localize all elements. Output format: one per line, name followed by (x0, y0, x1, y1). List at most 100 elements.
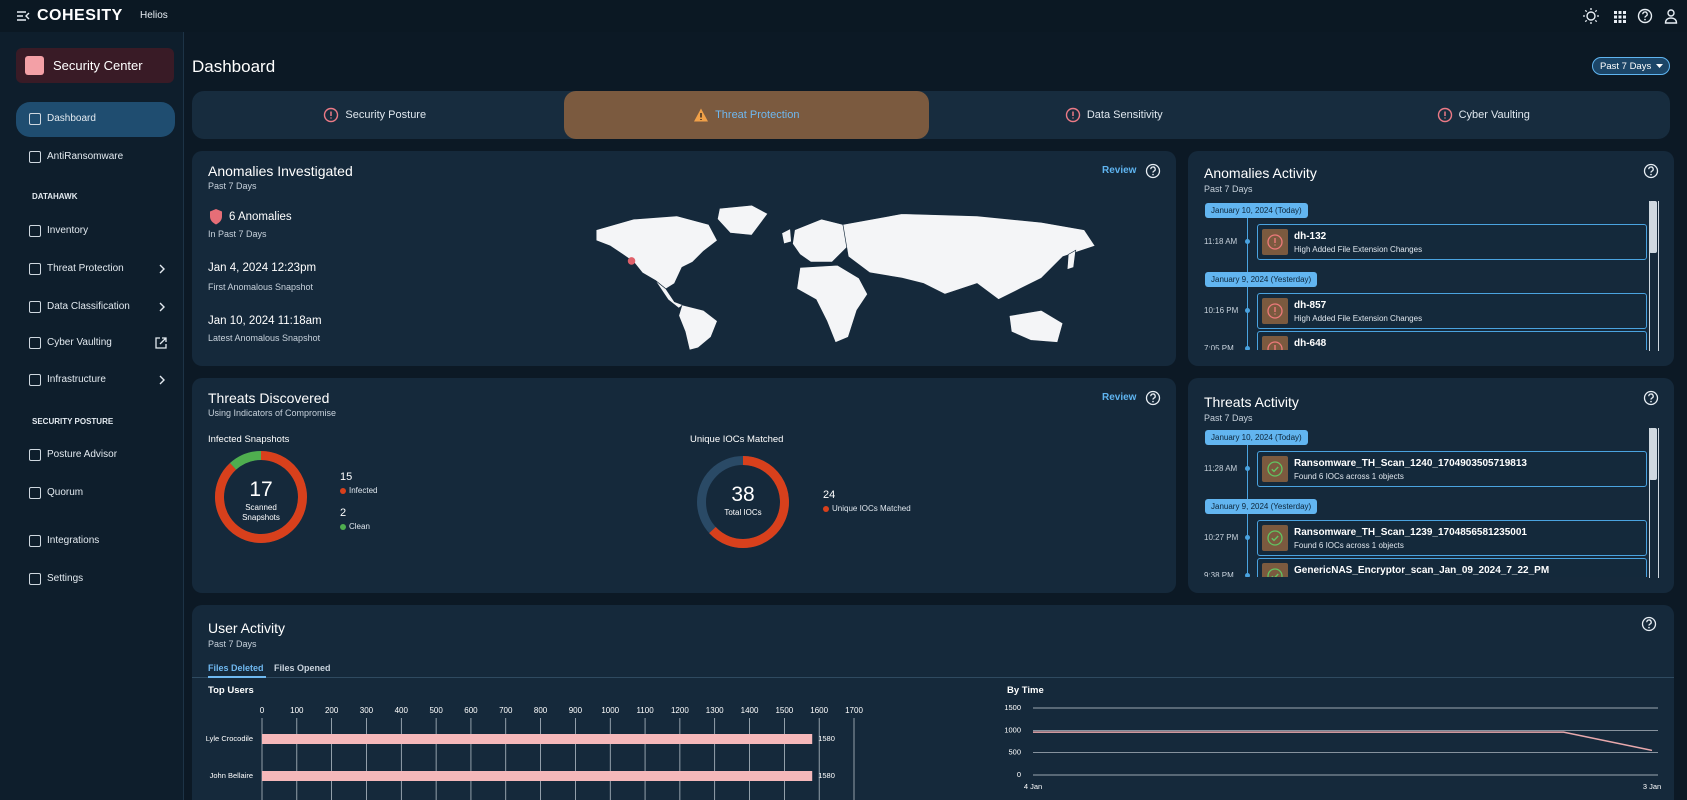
card-title: User Activity (208, 620, 286, 636)
tabs-divider (192, 677, 1674, 678)
help-mark (1648, 166, 1654, 173)
review-link[interactable]: Review (1102, 165, 1137, 176)
event-row: 10:16 PM dh-857 High Added File Extension … (1188, 293, 1650, 329)
nav-icon (29, 225, 41, 237)
donut-center-label: Total IOCs (724, 508, 762, 517)
timeline: January 10, 2024 (Today) 11:18 AM dh-132 Hi… (1188, 203, 1650, 350)
x-tick-label: 1000 (601, 706, 619, 715)
nav-item[interactable]: Dashboard (47, 113, 96, 124)
menu-icon[interactable] (16, 10, 30, 22)
event-time: 10:27 PM (1204, 533, 1239, 542)
nav-item[interactable]: Settings (47, 573, 84, 584)
y-tick-label: 1000 (1004, 725, 1021, 734)
scroll-thumb[interactable] (1649, 201, 1657, 253)
event-card[interactable]: dh-132 High Added File Extension Changes (1257, 224, 1647, 260)
page-title: Dashboard (192, 57, 276, 76)
help-icon[interactable] (1643, 163, 1659, 179)
bar (262, 734, 813, 744)
event-icon-svg (1267, 303, 1283, 319)
check-mark (1271, 573, 1279, 577)
tab-label: Cyber Vaulting (1458, 109, 1530, 121)
app-title: Security Center (53, 58, 143, 73)
scroll-thumb[interactable] (1649, 428, 1657, 480)
help-mark (1150, 166, 1156, 173)
help-icon[interactable] (1641, 616, 1657, 632)
help-icon[interactable] (1643, 390, 1659, 406)
tab-icon (1065, 107, 1081, 123)
event-icon-svg (1267, 234, 1283, 250)
tab-label: Threat Protection (715, 109, 800, 121)
help-icon[interactable] (1145, 163, 1161, 179)
event-icon-svg (1267, 341, 1283, 350)
card-threats-activity: Threats Activity Past 7 Days January 10,… (1188, 378, 1674, 593)
x-tick-label: 700 (499, 706, 513, 715)
legend-value: 15 (340, 471, 353, 483)
event-time: 11:28 AM (1204, 464, 1238, 473)
nav-item[interactable]: AntiRansomware (47, 151, 124, 162)
nav-item[interactable]: Posture Advisor (47, 449, 118, 460)
help-dot (1648, 626, 1650, 629)
range-select[interactable] (1592, 57, 1670, 75)
header-icons[interactable] (1582, 7, 1682, 25)
legend-dot (340, 524, 346, 530)
world-map (595, 204, 1096, 350)
check-ring (1267, 530, 1283, 546)
donut-segment (230, 451, 262, 470)
card-user-activity: User Activity Past 7 Days Files Deleted … (192, 605, 1674, 800)
caret (1656, 64, 1663, 68)
first-snapshot-label: First Anomalous Snapshot (208, 282, 314, 292)
card-anomalies-activity: Anomalies Activity Past 7 Days January 1… (1188, 151, 1674, 366)
nav-item[interactable]: Cyber Vaulting (47, 337, 112, 348)
x-tick-label: 1200 (671, 706, 689, 715)
check-mark (1271, 535, 1279, 542)
check-ring (1267, 568, 1283, 577)
y-tick-label: 0 (1017, 770, 1021, 779)
help-icon[interactable] (1145, 390, 1161, 406)
review-link[interactable]: Review (1102, 392, 1137, 403)
donut-center-label: Scanned Snapshots (242, 503, 280, 522)
nav-item[interactable]: Integrations (47, 535, 100, 546)
bar-value-label: 1580 (818, 734, 835, 743)
date-pill: January 9, 2024 (Yesterday) (1205, 272, 1318, 287)
alert-ring (1267, 341, 1283, 350)
tab[interactable]: Cyber Vaulting (1301, 91, 1667, 139)
event-time: 10:16 PM (1204, 306, 1239, 315)
timeline-dot (1245, 466, 1250, 471)
nav-item[interactable]: Data Classification (47, 301, 130, 312)
event-card[interactable]: dh-857 High Added File Extension Changes (1257, 293, 1647, 329)
event-card[interactable]: dh-648 (1257, 331, 1647, 350)
x-tick-label: 400 (395, 706, 409, 715)
help-ring (1641, 616, 1657, 632)
donut-segment (709, 456, 789, 548)
tab-files-deleted[interactable]: Files Deleted (208, 663, 264, 673)
tab[interactable]: Security Posture (192, 91, 558, 139)
chevron (159, 264, 165, 274)
tab[interactable]: Data Sensitivity (931, 91, 1297, 139)
x-tick-label: 200 (325, 706, 339, 715)
event-card[interactable]: GenericNAS_Encryptor_scan_Jan_09_2024_7_… (1257, 558, 1647, 577)
event-card[interactable]: Ransomware_TH_Scan_1239_1704856581235001… (1257, 520, 1647, 556)
nav-item[interactable]: Quorum (47, 487, 84, 498)
timeline-dot (1245, 573, 1250, 577)
nav-item[interactable]: Infrastructure (47, 374, 106, 385)
x-tick-label: 800 (534, 706, 548, 715)
x-tick-label: 1300 (706, 706, 724, 715)
help-mark (1646, 619, 1652, 626)
nav-item[interactable]: Inventory (47, 225, 89, 236)
nav-icon (29, 151, 41, 163)
x-tick-label: 900 (569, 706, 583, 715)
latest-snapshot-date: Jan 10, 2024 11:18am (208, 315, 322, 327)
external-link (155, 337, 167, 349)
tab-files-opened[interactable]: Files Opened (274, 663, 331, 673)
nav-icon (29, 573, 41, 585)
event-row: 10:27 PM Ransomware_TH_Scan_1239_17048565… (1188, 520, 1650, 556)
nav-item[interactable]: Threat Protection (47, 263, 124, 274)
donut-segment (215, 451, 307, 543)
y-tick-label: John Bellaire (210, 771, 253, 780)
date-pill: January 10, 2024 (Today) (1205, 203, 1308, 218)
event-card[interactable]: Ransomware_TH_Scan_1240_1704903505719813… (1257, 451, 1647, 487)
y-tick-label: 500 (1008, 748, 1021, 757)
tab-underline (208, 676, 266, 678)
x-tick-label: 1400 (741, 706, 759, 715)
tab[interactable]: Threat Protection (563, 91, 929, 139)
